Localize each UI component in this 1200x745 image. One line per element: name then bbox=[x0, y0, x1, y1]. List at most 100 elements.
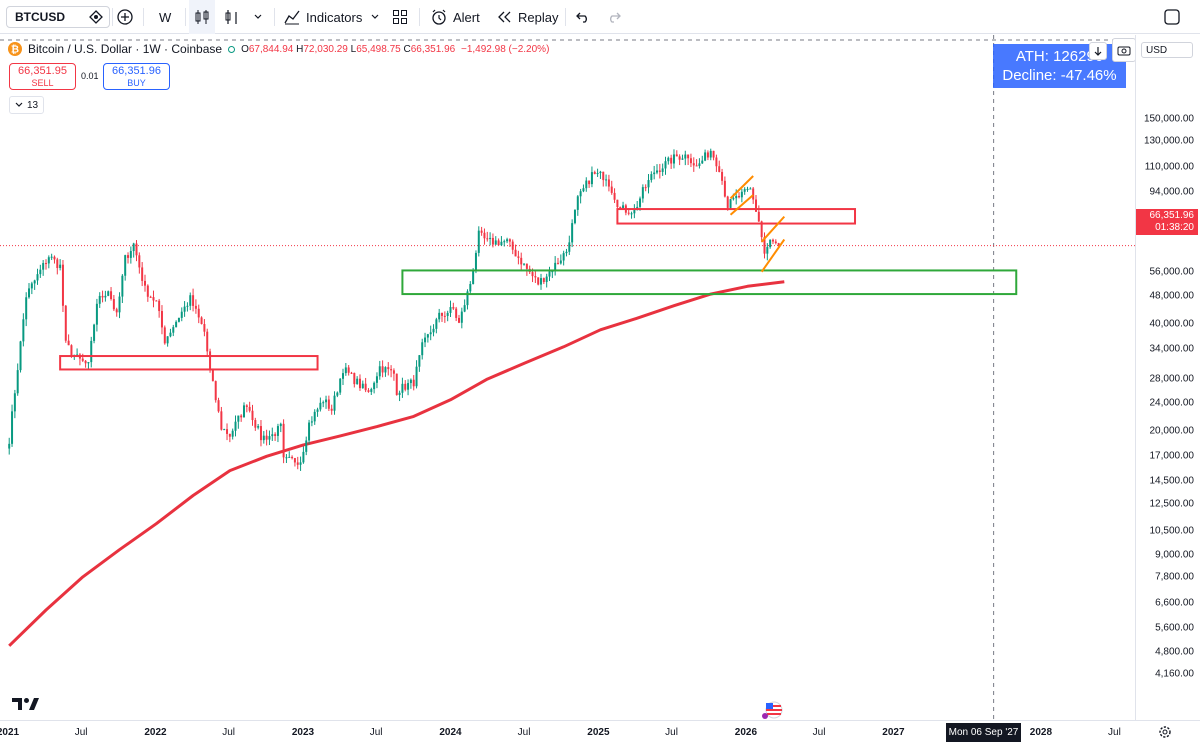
indicators-dropdown[interactable] bbox=[370, 0, 380, 34]
candle-body bbox=[276, 426, 279, 436]
candle-body bbox=[98, 295, 101, 304]
candle-body bbox=[129, 251, 132, 258]
candle-body bbox=[735, 195, 738, 199]
candle-body bbox=[706, 152, 709, 158]
candle-body bbox=[619, 207, 622, 209]
candle-body bbox=[175, 321, 178, 328]
candle-body bbox=[262, 435, 265, 441]
scroll-down-button[interactable] bbox=[1089, 42, 1107, 60]
add-symbol-button[interactable] bbox=[116, 0, 134, 34]
chart-type-dropdown[interactable] bbox=[253, 0, 263, 34]
candle-body bbox=[675, 154, 678, 157]
candle-body bbox=[392, 370, 395, 374]
price-chart[interactable] bbox=[0, 35, 1135, 720]
resistance-zone[interactable] bbox=[59, 355, 319, 371]
price-tick-label: 34,000.00 bbox=[1149, 343, 1195, 355]
candle-body bbox=[443, 315, 446, 317]
candle-body bbox=[568, 242, 571, 252]
candle-body bbox=[477, 230, 480, 253]
sell-button[interactable]: 66,351.95 SELL bbox=[9, 63, 76, 90]
candle-body bbox=[124, 255, 127, 276]
time-tick-label: Jul bbox=[517, 727, 531, 738]
screenshot-button[interactable] bbox=[1112, 38, 1136, 62]
candle-body bbox=[712, 150, 715, 158]
candle-body bbox=[599, 171, 602, 174]
candle-body bbox=[209, 351, 212, 370]
candle-body bbox=[146, 285, 149, 297]
candle-body bbox=[633, 209, 636, 214]
candle-body bbox=[339, 378, 342, 393]
time-tick-label: Jul bbox=[1108, 727, 1121, 738]
wedge-lower-line[interactable] bbox=[760, 238, 786, 273]
replay-button[interactable]: Replay bbox=[497, 0, 558, 34]
moving-average-line[interactable] bbox=[8, 280, 785, 647]
candle-body bbox=[310, 421, 313, 423]
candle-body bbox=[641, 187, 644, 199]
candle-body bbox=[214, 381, 217, 401]
candle-body bbox=[511, 241, 514, 250]
buy-button[interactable]: 66,351.96 BUY bbox=[103, 63, 170, 90]
chart-pane[interactable] bbox=[0, 35, 1135, 720]
time-tick-label: 2028 bbox=[1029, 727, 1053, 738]
symbol-search[interactable]: BTCUSD bbox=[6, 6, 110, 28]
buy-price: 66,351.96 bbox=[112, 65, 161, 77]
candle-body bbox=[322, 402, 325, 404]
layouts-button[interactable] bbox=[392, 0, 408, 34]
price-tick-label: 24,000.00 bbox=[1149, 397, 1195, 409]
candle-body bbox=[288, 456, 291, 458]
economic-event-marker[interactable] bbox=[761, 701, 783, 726]
candles-style-button[interactable] bbox=[189, 0, 215, 34]
price-axis[interactable]: USD 150,000.00 130,000.00 110,000.00 94,000… bbox=[1135, 35, 1200, 720]
candle-body bbox=[497, 240, 500, 246]
candle-body bbox=[760, 221, 763, 238]
interval-button[interactable]: W bbox=[159, 0, 171, 34]
alert-button[interactable]: Alert bbox=[430, 0, 480, 34]
indicators-collapse-toggle[interactable]: 13 bbox=[9, 96, 45, 114]
wedge-upper-line[interactable] bbox=[729, 175, 754, 200]
candle-body bbox=[593, 172, 596, 174]
candle-body bbox=[412, 379, 415, 387]
candle-body bbox=[313, 411, 316, 422]
candle-body bbox=[127, 255, 130, 258]
candle-body bbox=[189, 295, 192, 306]
candlestick-icon bbox=[195, 10, 209, 24]
price-tick-label: 17,000.00 bbox=[1149, 450, 1195, 462]
candle-body bbox=[424, 337, 427, 343]
currency-selector[interactable]: USD bbox=[1141, 42, 1193, 58]
candle-body bbox=[463, 305, 466, 312]
candle-body bbox=[752, 188, 755, 200]
candle-body bbox=[36, 274, 39, 281]
candle-body bbox=[506, 239, 509, 242]
wedge-lower-line[interactable] bbox=[729, 194, 754, 216]
time-tick-label: Jul bbox=[222, 727, 236, 738]
support-zone[interactable] bbox=[401, 269, 1018, 296]
candle-body bbox=[197, 308, 200, 318]
candle-body bbox=[545, 276, 548, 283]
price-tick-label: 40,000.00 bbox=[1149, 318, 1195, 330]
chart-settings-button[interactable] bbox=[1157, 724, 1173, 745]
candle-body bbox=[28, 288, 31, 298]
watchlist-icon[interactable] bbox=[89, 10, 103, 24]
bar-style-button[interactable] bbox=[224, 0, 240, 34]
resistance-zone[interactable] bbox=[616, 208, 857, 225]
fullscreen-button[interactable] bbox=[1163, 0, 1181, 34]
wedge-upper-line[interactable] bbox=[760, 215, 786, 243]
price-tick-label: 10,500.00 bbox=[1149, 525, 1195, 537]
candle-body bbox=[344, 367, 347, 374]
candle-body bbox=[622, 205, 625, 209]
redo-button[interactable] bbox=[606, 0, 622, 34]
candle-body bbox=[104, 295, 107, 298]
candle-body bbox=[656, 170, 658, 173]
undo-button[interactable] bbox=[575, 0, 591, 34]
candle-body bbox=[695, 165, 698, 167]
candle-body bbox=[404, 383, 407, 390]
indicators-button[interactable]: Indicators bbox=[283, 0, 362, 34]
candle-body bbox=[562, 253, 565, 261]
candle-body bbox=[639, 198, 642, 207]
candle-body bbox=[228, 433, 231, 437]
tradingview-logo[interactable] bbox=[12, 696, 40, 717]
candle-body bbox=[268, 436, 271, 440]
candle-body bbox=[299, 462, 302, 465]
candle-body bbox=[200, 317, 203, 325]
candle-body bbox=[446, 312, 449, 316]
